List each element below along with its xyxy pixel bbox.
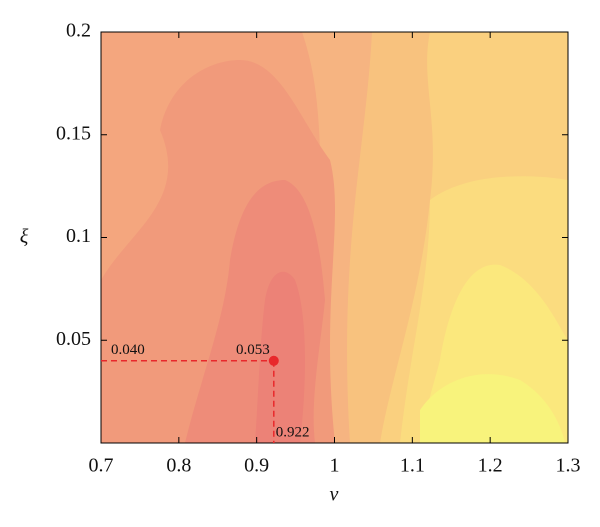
x-value-label: 0.922 [276, 424, 310, 440]
x-tick-label: 0.7 [89, 455, 114, 477]
point-value-label: 0.053 [236, 342, 270, 358]
contour-fill [101, 32, 568, 444]
y-tick-label: 0.15 [56, 122, 91, 144]
y-tick-label: 0.05 [56, 328, 91, 350]
x-tick-label: 1.2 [478, 455, 503, 477]
y-tick-label: 0.2 [66, 20, 91, 42]
x-tick-label: 0.9 [244, 455, 269, 477]
y-value-label: 0.040 [111, 342, 145, 358]
x-tick-label: 1 [330, 455, 340, 477]
y-axis-label: ξ [20, 226, 29, 248]
optimum-point [268, 355, 279, 366]
x-tick-label: 1.3 [556, 455, 581, 477]
y-tick-label: 0.1 [66, 225, 91, 247]
x-axis-label: ν [330, 484, 339, 506]
x-tick-label: 0.8 [166, 455, 191, 477]
x-tick-label: 1.1 [400, 455, 425, 477]
